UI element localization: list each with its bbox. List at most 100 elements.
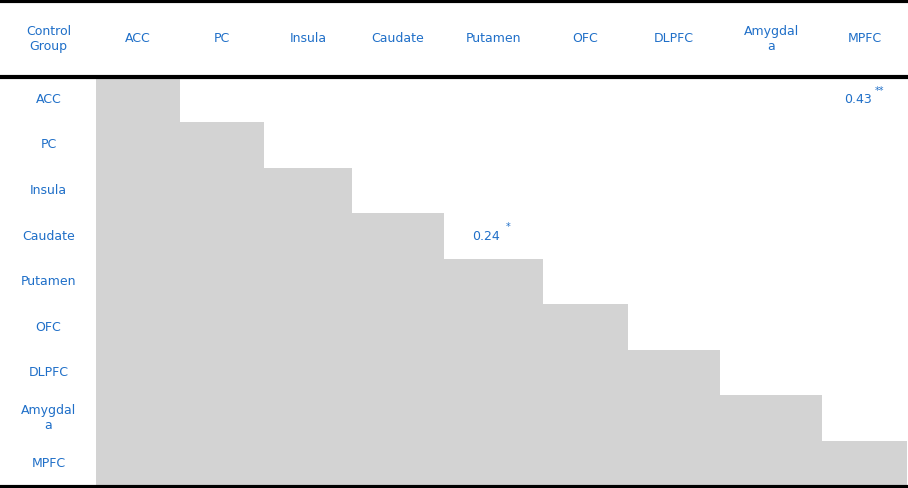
- Bar: [543, 259, 627, 305]
- Bar: [180, 259, 264, 305]
- Text: Amygdal
a: Amygdal a: [21, 404, 76, 432]
- Text: Amygdal
a: Amygdal a: [744, 25, 799, 53]
- Bar: [264, 122, 351, 168]
- Bar: [180, 305, 264, 350]
- Bar: [264, 441, 351, 487]
- Bar: [95, 77, 180, 122]
- Bar: [627, 305, 720, 350]
- Bar: [444, 305, 543, 350]
- Text: ACC: ACC: [125, 33, 151, 45]
- Text: DLPFC: DLPFC: [28, 366, 68, 379]
- Bar: [95, 213, 180, 259]
- Bar: [823, 441, 906, 487]
- Bar: [823, 1, 906, 77]
- Bar: [543, 122, 627, 168]
- Bar: [2, 213, 95, 259]
- Bar: [543, 305, 627, 350]
- Bar: [720, 305, 823, 350]
- Bar: [2, 259, 95, 305]
- Bar: [264, 395, 351, 441]
- Bar: [2, 122, 95, 168]
- Text: Caudate: Caudate: [371, 33, 424, 45]
- Bar: [543, 213, 627, 259]
- Bar: [351, 77, 444, 122]
- Bar: [444, 441, 543, 487]
- Bar: [444, 168, 543, 213]
- Bar: [2, 350, 95, 395]
- Bar: [444, 213, 543, 259]
- Bar: [627, 168, 720, 213]
- Bar: [444, 259, 543, 305]
- Bar: [444, 122, 543, 168]
- Bar: [2, 77, 95, 122]
- Bar: [823, 77, 906, 122]
- Bar: [351, 305, 444, 350]
- Text: 0.24: 0.24: [472, 229, 499, 243]
- Bar: [264, 168, 351, 213]
- Text: Control
Group: Control Group: [26, 25, 71, 53]
- Text: Caudate: Caudate: [22, 229, 75, 243]
- Bar: [823, 395, 906, 441]
- Bar: [720, 77, 823, 122]
- Bar: [351, 168, 444, 213]
- Bar: [543, 168, 627, 213]
- Bar: [264, 305, 351, 350]
- Bar: [444, 77, 543, 122]
- Text: OFC: OFC: [573, 33, 598, 45]
- Bar: [264, 77, 351, 122]
- Bar: [180, 395, 264, 441]
- Bar: [720, 395, 823, 441]
- Bar: [2, 168, 95, 213]
- Bar: [180, 213, 264, 259]
- Bar: [95, 350, 180, 395]
- Bar: [627, 395, 720, 441]
- Text: MPFC: MPFC: [847, 33, 882, 45]
- Bar: [444, 395, 543, 441]
- Bar: [2, 395, 95, 441]
- Bar: [95, 259, 180, 305]
- Bar: [823, 213, 906, 259]
- Bar: [2, 305, 95, 350]
- Bar: [627, 1, 720, 77]
- Bar: [627, 122, 720, 168]
- Bar: [95, 441, 180, 487]
- Bar: [627, 77, 720, 122]
- Bar: [180, 1, 264, 77]
- Bar: [351, 259, 444, 305]
- Bar: [543, 350, 627, 395]
- Bar: [823, 122, 906, 168]
- Text: *: *: [506, 222, 510, 232]
- Bar: [444, 1, 543, 77]
- Bar: [264, 1, 351, 77]
- Bar: [351, 213, 444, 259]
- Bar: [543, 1, 627, 77]
- Text: PC: PC: [214, 33, 231, 45]
- Bar: [720, 213, 823, 259]
- Bar: [720, 350, 823, 395]
- Bar: [720, 1, 823, 77]
- Text: OFC: OFC: [35, 321, 62, 334]
- Bar: [627, 213, 720, 259]
- Bar: [627, 259, 720, 305]
- Bar: [180, 168, 264, 213]
- Bar: [264, 259, 351, 305]
- Bar: [720, 122, 823, 168]
- Bar: [2, 441, 95, 487]
- Bar: [2, 1, 95, 77]
- Bar: [95, 122, 180, 168]
- Bar: [180, 77, 264, 122]
- Text: MPFC: MPFC: [32, 457, 65, 470]
- Text: **: **: [874, 85, 884, 96]
- Bar: [627, 441, 720, 487]
- Bar: [823, 168, 906, 213]
- Bar: [351, 441, 444, 487]
- Bar: [95, 168, 180, 213]
- Bar: [720, 168, 823, 213]
- Text: Putamen: Putamen: [466, 33, 521, 45]
- Bar: [720, 441, 823, 487]
- Bar: [180, 350, 264, 395]
- Bar: [351, 350, 444, 395]
- Bar: [264, 350, 351, 395]
- Bar: [180, 122, 264, 168]
- Bar: [95, 395, 180, 441]
